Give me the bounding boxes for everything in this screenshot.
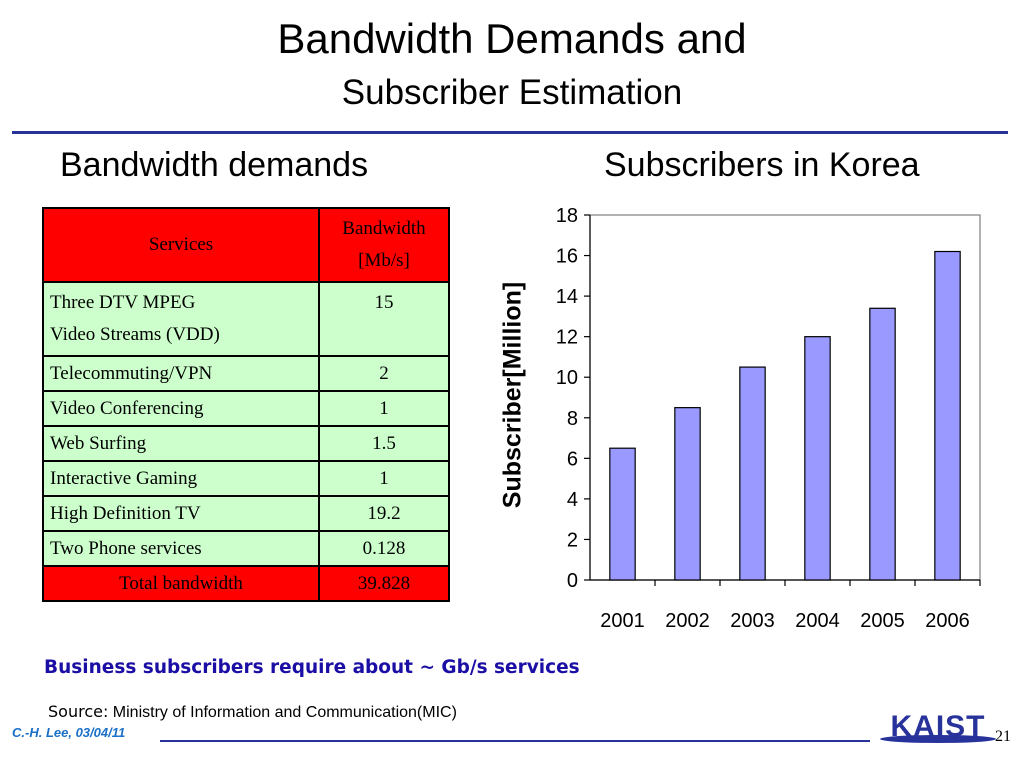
page-number: 21 [995,728,1011,745]
plot-area [589,214,981,581]
service-cell: High Definition TV [42,495,320,532]
table-row: Two Phone services 0.128 [42,530,450,567]
bar [934,250,961,581]
bandwidth-header-line2: [Mb/s] [358,250,410,271]
y-tick-label: 18 [556,205,578,227]
service-cell: Video Conferencing [42,390,320,427]
subscribers-bar-chart: 0 2 4 6 8 10 12 14 16 18 2001 2002 2003 2004 2005 2006 [556,205,981,632]
bandwidth-cell: 15 [318,281,450,357]
source-line: Source: Ministry of Information and Comm… [48,702,457,722]
x-tick-label: 2006 [925,610,970,632]
table-header-row: Services Bandwidth [Mb/s] [42,207,450,283]
y-tick-label: 14 [556,286,578,308]
business-note: Business subscribers require about ~ Gb/… [44,657,580,678]
x-tick-label: 2003 [730,610,775,632]
bar [674,407,701,581]
y-axis-label: Subscriber[Million] [498,281,527,509]
bandwidth-header-line1: Bandwidth [342,218,426,239]
y-tick-label: 10 [556,367,578,389]
bandwidth-cell: 1.5 [318,425,450,462]
bar [804,336,831,581]
source-text: Ministry of Information and Communicatio… [112,704,457,721]
table-row: Web Surfing 1.5 [42,425,450,462]
bandwidth-demands-heading: Bandwidth demands [60,146,369,184]
service-cell: Telecommuting/VPN [42,355,320,392]
kaist-logo: KAIST [880,710,996,743]
table-row: Three DTV MPEG Video Streams (VDD) 15 [42,281,450,357]
bandwidth-cell: 19.2 [318,495,450,532]
subscribers-heading: Subscribers in Korea [604,146,920,184]
bandwidth-table: Services Bandwidth [Mb/s] Three DTV MPEG… [42,207,450,602]
bandwidth-cell: 2 [318,355,450,392]
author-date: C.-H. Lee, 03/04/11 [12,725,126,740]
bar [609,447,636,581]
bandwidth-header: Bandwidth [Mb/s] [318,207,450,283]
x-tick-label: 2004 [795,610,840,632]
services-header: Services [42,207,320,283]
service-line1: Three DTV MPEG [50,292,196,313]
bandwidth-cell: 1 [318,460,450,497]
y-tick-label: 16 [556,246,578,268]
total-value: 39.828 [318,565,450,602]
table-row: Video Conferencing 1 [42,390,450,427]
service-cell: Interactive Gaming [42,460,320,497]
x-tick-label: 2002 [665,610,710,632]
table-row: Telecommuting/VPN 2 [42,355,450,392]
slide-title-line1: Bandwidth Demands and [277,15,747,62]
table-row: High Definition TV 19.2 [42,495,450,532]
service-cell: Two Phone services [42,530,320,567]
y-tick-label: 4 [567,489,578,511]
bar [869,307,896,581]
service-line2: Video Streams (VDD) [50,324,220,345]
svg-text:KAIST: KAIST [891,710,986,743]
service-cell: Web Surfing [42,425,320,462]
service-cell: Three DTV MPEG Video Streams (VDD) [42,281,320,357]
table-total-row: Total bandwidth 39.828 [42,565,450,602]
y-tick-label: 2 [567,529,578,551]
table-row: Interactive Gaming 1 [42,460,450,497]
y-tick-label: 12 [556,327,578,349]
bar [739,366,766,581]
source-label: Source: [48,702,109,721]
footer-divider [160,740,870,742]
total-label: Total bandwidth [42,565,320,602]
slide-title-line2: Subscriber Estimation [341,73,683,112]
bandwidth-cell: 1 [318,390,450,427]
y-tick-label: 6 [567,448,578,470]
y-tick-label: 0 [567,570,578,592]
title-divider [12,131,1008,134]
x-tick-label: 2001 [600,610,645,632]
y-tick-label: 8 [567,408,578,430]
bandwidth-cell: 0.128 [318,530,450,567]
x-tick-label: 2005 [860,610,905,632]
